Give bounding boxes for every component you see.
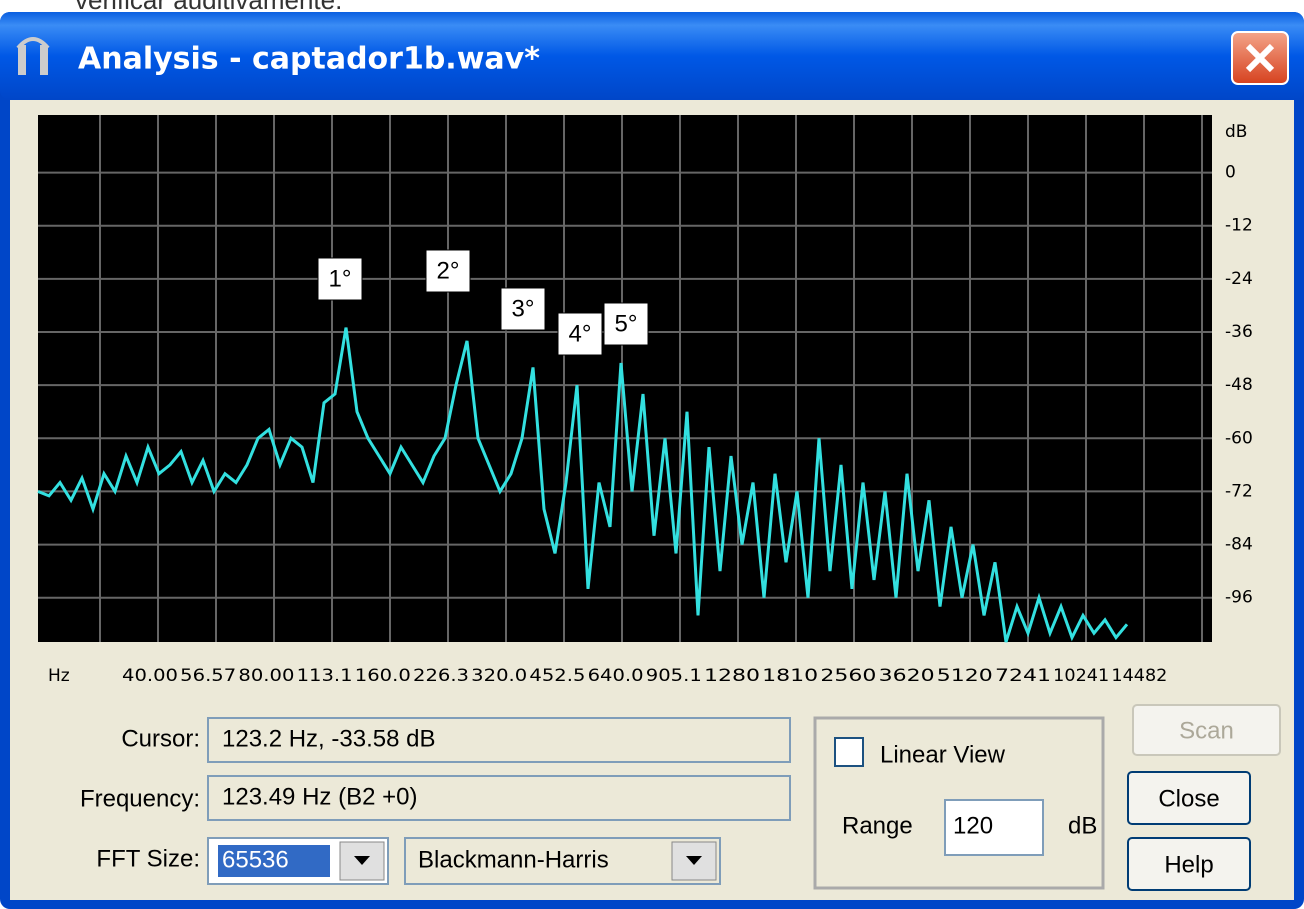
y-tick-label: -60 (1225, 428, 1253, 448)
x-tick-label: 452.5 (529, 666, 585, 686)
peak-label-box (500, 287, 546, 331)
linear-view-label: Linear View (880, 741, 1006, 768)
dropdown-arrow (686, 856, 702, 865)
window-combo-value: Blackmann-Harris (418, 846, 609, 873)
y-tick-label: 0 (1225, 163, 1236, 183)
peak-label: 2° (437, 257, 460, 284)
x-tick-label: 10241 (1053, 666, 1109, 686)
peak-label: 5° (615, 310, 638, 337)
x-tick-label: 1280 (704, 666, 760, 686)
peak-label: 3° (512, 295, 535, 322)
range-label: Range (842, 812, 913, 839)
x-tick-label: 5120 (937, 666, 993, 686)
x-tick-label: 640.0 (588, 666, 644, 686)
title-bar (0, 12, 1304, 100)
spectrum-trace (37, 327, 1129, 643)
close-window-button[interactable] (1231, 31, 1289, 85)
close-label: Close (1158, 785, 1219, 812)
fft-label: FFT Size: (96, 845, 200, 872)
frequency-value: 123.49 Hz (B2 +0) (222, 783, 417, 810)
app-icon (16, 37, 50, 75)
help-label: Help (1164, 851, 1213, 878)
y-tick-label: -36 (1225, 322, 1253, 342)
peak-label-box (425, 249, 471, 293)
x-tick-label: 113.1 (297, 666, 353, 686)
x-tick-label: 56.57 (180, 666, 236, 686)
x-tick-label: 3620 (879, 666, 935, 686)
x-tick-label: 7241 (995, 666, 1051, 686)
controls: Cursor: 123.2 Hz, -33.58 dB Frequency: 123.… (80, 704, 1281, 891)
y-tick-label: -84 (1225, 535, 1253, 555)
window-combo[interactable] (404, 837, 721, 885)
x-tick-label: 14482 (1111, 666, 1167, 686)
range-value: 120 (953, 812, 993, 839)
frequency-value-box (207, 775, 791, 821)
scan-label: Scan (1179, 717, 1234, 744)
y-tick-label: -96 (1225, 588, 1253, 608)
help-button[interactable] (1127, 837, 1251, 891)
close-button[interactable] (1127, 771, 1251, 825)
x-tick-label: 1810 (762, 666, 818, 686)
range-unit: dB (1068, 812, 1097, 839)
view-group (813, 716, 1105, 890)
peak-label: 4° (569, 320, 592, 347)
cursor-label: Cursor: (121, 725, 200, 752)
peak-label: 1° (329, 265, 352, 292)
caption: verificar auditivamente. (75, 0, 342, 15)
x-tick-label: 2560 (820, 666, 876, 686)
plot-area (38, 115, 1212, 642)
cursor-value: 123.2 Hz, -33.58 dB (222, 725, 435, 752)
peak-label-box (603, 302, 649, 346)
x-tick-label: 320.0 (471, 666, 527, 686)
peak-label-box (557, 312, 603, 356)
linear-view-checkbox[interactable] (834, 737, 864, 767)
fft-selection (218, 845, 330, 877)
x-tick-label: 905.1 (646, 666, 702, 686)
y-tick-label: -12 (1225, 216, 1253, 236)
y-unit: dB (1225, 122, 1247, 142)
frequency-label: Frequency: (80, 785, 200, 812)
peak-label-box (317, 257, 363, 301)
range-box[interactable] (944, 799, 1044, 856)
x-tick-label: 80.00 (238, 666, 294, 686)
dropdown-arrow (354, 856, 370, 865)
y-tick-label: -24 (1225, 269, 1253, 289)
window-title: Analysis - captador1b.wav* (78, 42, 540, 77)
scan-button (1132, 704, 1281, 756)
x-tick-label: 160.0 (355, 666, 411, 686)
y-tick-label: -72 (1225, 481, 1253, 501)
fft-value: 65536 (222, 846, 289, 873)
plot: 0 -12 -24 -36 -48 -60 -72 -84 -96 dB Hz 40.00 56.57 8… (37, 115, 1253, 686)
x-tick-label: 40.00 (122, 666, 178, 686)
x-tick-label: 226.3 (413, 666, 469, 686)
y-tick-label: -48 (1225, 375, 1253, 395)
x-unit: Hz (48, 666, 70, 686)
cursor-value-box (207, 717, 791, 763)
